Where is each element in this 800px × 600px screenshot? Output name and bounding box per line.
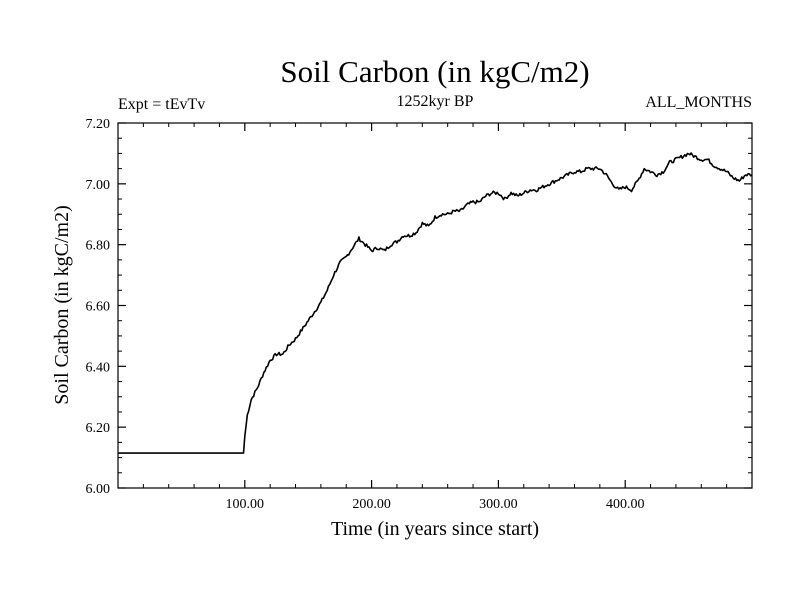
period-label: 1252kyr BP — [397, 93, 474, 110]
plot-area: 100.00 200.00 300.00 400.00 6.00 6.20 6.40 6.60… — [86, 117, 753, 512]
x-tick-label: 200.00 — [352, 497, 391, 512]
x-tick-label: 400.00 — [606, 497, 645, 512]
y-tick-label: 7.20 — [86, 117, 111, 132]
y-tick-label: 6.20 — [86, 421, 111, 436]
y-tick-label: 6.40 — [86, 360, 111, 375]
y-tick-label: 7.00 — [86, 178, 111, 193]
y-tick-label: 6.00 — [86, 482, 111, 497]
x-tick-label: 300.00 — [479, 497, 518, 512]
chart-title: Soil Carbon (in kgC/m2) — [280, 54, 589, 89]
y-axis-label: Soil Carbon (in kgC/m2) — [51, 205, 73, 404]
y-tick-label: 6.60 — [86, 300, 111, 315]
months-label: ALL_MONTHS — [645, 94, 752, 111]
soil-carbon-series-line — [118, 152, 753, 454]
y-tick-label: 6.80 — [86, 239, 111, 254]
plot-frame — [117, 122, 753, 489]
x-axis-label: Time (in years since start) — [331, 518, 539, 540]
experiment-label: Expt = tEvTv — [118, 96, 205, 113]
x-tick-label: 100.00 — [226, 497, 265, 512]
